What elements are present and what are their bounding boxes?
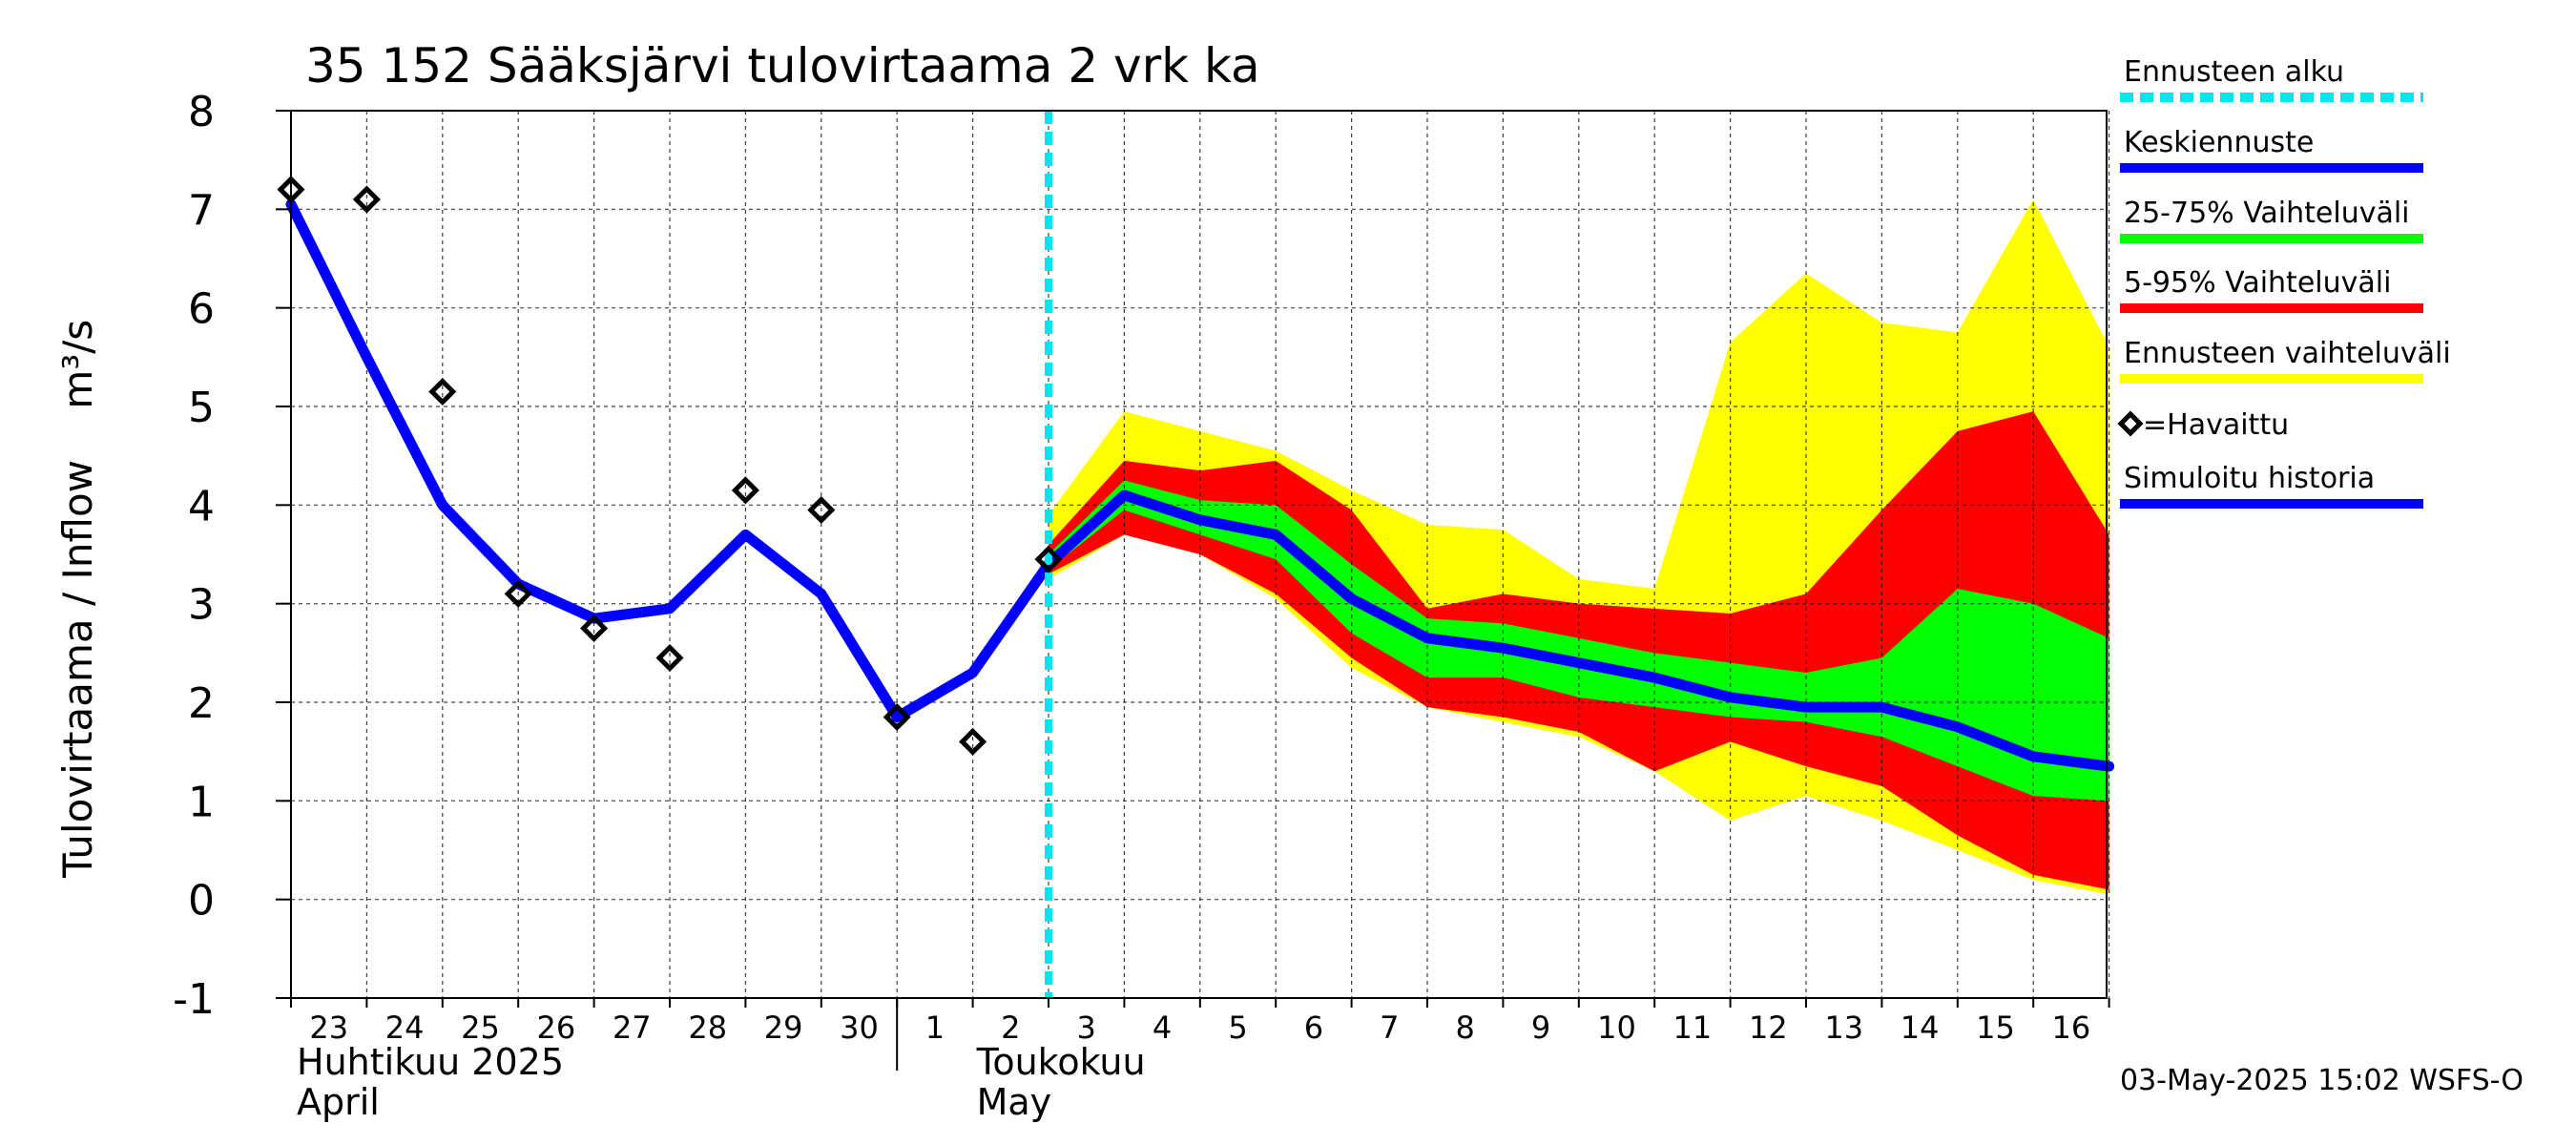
x-tick-label: 25 xyxy=(461,1010,500,1046)
legend-label: Ennusteen vaihteluväli xyxy=(2124,337,2451,370)
y-tick-label: -1 xyxy=(173,975,215,1024)
y-tick-label: 2 xyxy=(188,679,215,728)
legend-observed-marker xyxy=(2117,410,2144,437)
observed-point xyxy=(504,579,532,608)
x-tick-label: 24 xyxy=(385,1010,425,1046)
series-simuloitu-historia xyxy=(285,198,1054,722)
plot-frame xyxy=(290,110,2108,999)
x-tick-label: 26 xyxy=(537,1010,576,1046)
observed-point xyxy=(580,614,609,643)
x-tick-label: 4 xyxy=(1153,1010,1172,1046)
x-tick-label: 1 xyxy=(925,1010,945,1046)
x-tick-label: 3 xyxy=(1077,1010,1096,1046)
observed-point xyxy=(655,643,684,673)
x-tick-labels: 23 24 25 26 27 28 29 30 1 2 3 4 5 6 7 8 9 10 11 12 13 14 15 16 xyxy=(309,1010,2090,1046)
x-tick-label: 13 xyxy=(1824,1010,1863,1046)
y-tick-label: 7 xyxy=(188,186,215,235)
x-tick-label: 23 xyxy=(309,1010,348,1046)
y-tick-label: 0 xyxy=(188,877,215,926)
y-axis-label: Tulovirtaama / Inflow m³/s xyxy=(54,320,101,879)
legend-label: =Havaittu xyxy=(2143,408,2289,442)
y-tick-label: 4 xyxy=(188,482,215,531)
x-tick-label: 30 xyxy=(840,1010,879,1046)
y-tick-label: 3 xyxy=(188,581,215,630)
x-tick-label: 9 xyxy=(1531,1010,1550,1046)
y-tick-label: 1 xyxy=(188,778,215,826)
observed-point xyxy=(1034,545,1063,573)
y-tick-label: 6 xyxy=(188,285,215,334)
observed-point xyxy=(807,495,836,525)
y-tick-labels: -1 0 1 2 3 4 5 6 7 8 xyxy=(173,88,215,1024)
x-tick-label: 7 xyxy=(1380,1010,1399,1046)
y-tick-label: 8 xyxy=(188,88,215,136)
series-keskiennuste xyxy=(1043,489,2115,772)
timestamp-footer: 03-May-2025 15:02 WSFS-O xyxy=(2120,1064,2524,1097)
month-label-en: May xyxy=(977,1081,1052,1123)
observed-point xyxy=(352,185,381,214)
y-tick-label: 5 xyxy=(188,384,215,432)
x-tick-label: 12 xyxy=(1749,1010,1788,1046)
observed-point xyxy=(731,476,759,505)
series-lines xyxy=(285,111,2115,998)
chart-title: 35 152 Sääksjärvi tulovirtaama 2 vrk ka xyxy=(305,38,1260,94)
legend-label: 5-95% Vaihteluväli xyxy=(2124,266,2391,300)
x-tick-label: 8 xyxy=(1456,1010,1475,1046)
x-tick-label: 5 xyxy=(1228,1010,1247,1046)
x-tick-label: 29 xyxy=(764,1010,803,1046)
observed-point xyxy=(428,377,457,406)
x-tick-label: 14 xyxy=(1901,1010,1940,1046)
legend-label: Ennusteen alku xyxy=(2124,55,2344,89)
x-tick-label: 27 xyxy=(613,1010,652,1046)
legend-label: Keskiennuste xyxy=(2124,126,2314,159)
legend: Ennusteen alku Keskiennuste 25-75% Vaihtel… xyxy=(2117,55,2451,509)
axes xyxy=(276,110,2110,1071)
month-label: Huhtikuu 2025 xyxy=(297,1041,564,1083)
x-tick-label: 10 xyxy=(1597,1010,1636,1046)
x-tick-label: 11 xyxy=(1673,1010,1713,1046)
legend-label: 25-75% Vaihteluväli xyxy=(2124,197,2410,230)
observed-point xyxy=(883,702,911,732)
month-label-en: April xyxy=(297,1081,380,1123)
x-tick-label: 15 xyxy=(1976,1010,2015,1046)
x-tick-label: 28 xyxy=(688,1010,727,1046)
legend-label: Simuloitu historia xyxy=(2124,462,2375,495)
month-label: Toukokuu xyxy=(976,1041,1146,1083)
observed-point xyxy=(959,727,987,756)
x-tick-label: 16 xyxy=(2052,1010,2091,1046)
x-tick-label: 2 xyxy=(1001,1010,1020,1046)
x-tick-label: 6 xyxy=(1304,1010,1323,1046)
observed-markers xyxy=(277,176,1063,756)
